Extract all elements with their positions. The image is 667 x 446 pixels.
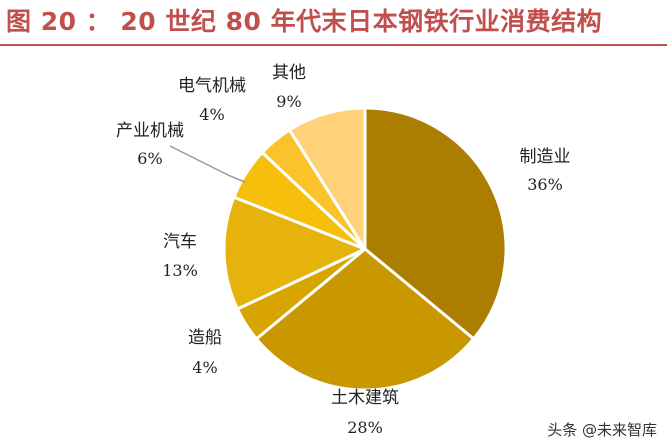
figure-title: 图 20 ： 20 世纪 80 年代末日本钢铁行业消费结构 [6, 7, 603, 36]
pie-slice [287, 106, 367, 251]
slice-label: 电气机械 [178, 76, 246, 96]
slice-label: 产业机械 [116, 121, 184, 141]
slice-value-label: 13% [162, 261, 198, 280]
slice-label: 汽车 [163, 232, 197, 252]
pie-slice [222, 195, 367, 311]
slice-label: 造船 [188, 328, 222, 348]
slice-value-label: 6% [137, 149, 162, 168]
slice-label: 其他 [272, 63, 306, 83]
slice-value-label: 9% [276, 92, 301, 111]
pie-slice [363, 106, 508, 341]
slice-label: 土木建筑 [331, 388, 399, 408]
slice-value-label: 36% [527, 175, 563, 194]
leader-line [169, 145, 246, 183]
leader-lines [169, 145, 246, 183]
slice-value-label: 28% [347, 418, 383, 437]
watermark: 头条 @未来智库 [547, 421, 657, 439]
slice-value-label: 4% [192, 358, 217, 377]
slice-label: 制造业 [520, 147, 571, 167]
pie-slices [222, 106, 508, 392]
slice-value-label: 4% [199, 105, 224, 124]
pie-slice [254, 247, 476, 392]
slice-labels: 制造业 36% 土木建筑 28% 造船 4% 汽车 13% 产业机械 6% 电气机械 4% 其他 9% [116, 63, 571, 437]
title-underline [0, 44, 667, 46]
